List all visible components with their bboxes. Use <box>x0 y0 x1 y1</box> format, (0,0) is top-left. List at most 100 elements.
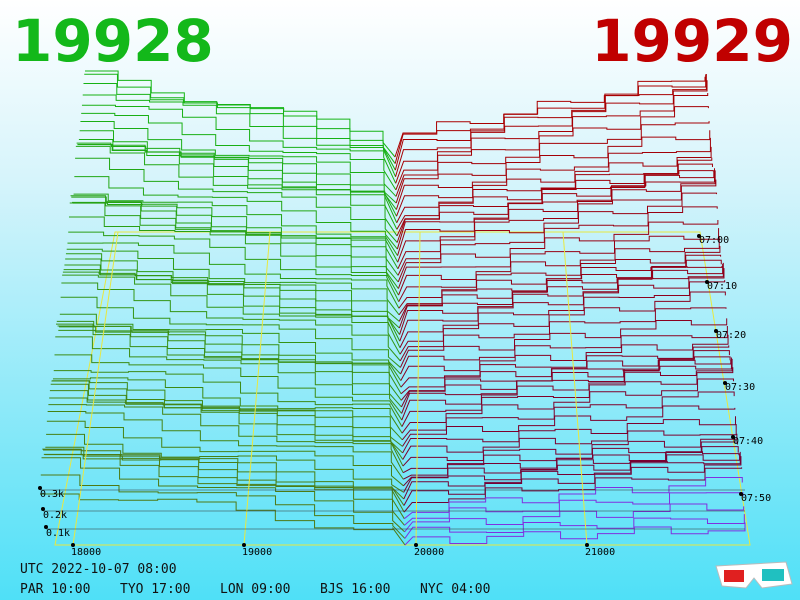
bid-depth-line <box>62 274 401 355</box>
price-label: 18000 <box>71 547 101 558</box>
ask-depth-line <box>400 345 730 388</box>
ask-depth-line <box>400 359 732 408</box>
bid-depth-line <box>53 370 403 427</box>
depth-label: 0.2k <box>43 510 67 521</box>
ask-depth-line <box>397 179 717 263</box>
ask-depth-line <box>404 522 746 546</box>
bid-depth-line <box>72 202 399 263</box>
tick-dot <box>739 492 743 496</box>
bid-depth-line <box>78 139 397 210</box>
bid-depth-line <box>59 313 401 375</box>
bid-price: 19928 <box>12 7 214 75</box>
ask-depth-line <box>399 280 726 348</box>
ask-depth-line <box>401 367 734 427</box>
utc-time: UTC 2022-10-07 08:00 <box>20 562 177 577</box>
ask-depth-line <box>395 92 709 184</box>
price-label: 19000 <box>242 547 272 558</box>
bid-depth-line <box>54 354 403 421</box>
ask-depth-line <box>398 236 720 296</box>
ask-depth-line <box>397 206 718 276</box>
ask-depth-line <box>395 106 709 191</box>
ask-depth-line <box>402 405 736 447</box>
ask-depth-line <box>404 514 745 539</box>
depth-label: 0.3k <box>40 489 64 500</box>
bid-depth-line <box>65 253 400 322</box>
grid-line <box>243 231 271 546</box>
bid-depth-line <box>82 94 396 177</box>
ask-depth-line <box>394 76 706 158</box>
tick-dot <box>723 381 727 385</box>
price-label: 20000 <box>414 547 444 558</box>
ask-depth-line <box>396 170 714 237</box>
time-label: 07:40 <box>733 436 763 447</box>
grid-line <box>72 231 119 546</box>
city-time: NYC 04:00 <box>420 582 490 597</box>
bid-depth-line <box>40 474 406 539</box>
ask-depth-line <box>402 433 738 467</box>
tick-dot <box>41 507 45 511</box>
ask-depth-line <box>394 74 707 171</box>
bid-depth-line <box>43 449 405 519</box>
tick-dot <box>705 280 709 284</box>
time-label: 07:00 <box>699 235 729 246</box>
tick-dot <box>585 543 589 547</box>
bid-depth-line <box>81 104 397 184</box>
ask-depth-line <box>403 451 740 487</box>
ask-depth-line <box>402 416 737 454</box>
bid-depth-line <box>83 82 396 171</box>
bid-depth-line <box>48 404 404 473</box>
ask-depth-line <box>396 146 712 217</box>
city-time: TYO 17:00 <box>120 582 190 597</box>
time-label: 07:50 <box>741 493 771 504</box>
tick-dot <box>731 435 735 439</box>
bid-depth-line <box>68 216 399 296</box>
ask-depth-line <box>401 358 733 421</box>
grid-line <box>562 231 588 546</box>
bid-depth-line <box>46 433 404 493</box>
time-label: 07:20 <box>716 330 746 341</box>
ask-depth-line <box>396 170 715 243</box>
bid-depth-line <box>56 323 402 408</box>
bid-depth-line <box>42 448 405 526</box>
ask-depth-line <box>403 451 741 500</box>
ask-depth-line <box>403 446 739 480</box>
bid-depth-line <box>77 144 398 223</box>
floor <box>54 231 751 546</box>
ask-depth-line <box>395 137 711 210</box>
bid-depth-line <box>40 493 406 546</box>
ask-depth-line <box>399 268 725 342</box>
grid-line <box>415 231 421 546</box>
ask-depth-line <box>394 74 707 164</box>
bid-depth-line <box>55 336 402 414</box>
ask-depth-line <box>399 291 726 355</box>
tick-dot <box>242 543 246 547</box>
bid-depth-line <box>75 145 398 237</box>
ask-depth-line <box>400 325 728 375</box>
tick-dot <box>714 329 718 333</box>
ask-depth-line <box>401 357 732 414</box>
tick-dot <box>71 543 75 547</box>
bid-depth-line <box>51 380 403 447</box>
tick-dot <box>697 234 701 238</box>
bid-depth-line <box>68 231 400 302</box>
city-time: LON 09:00 <box>220 582 290 597</box>
bid-depth-line <box>61 282 401 362</box>
bid-depth-line <box>75 157 398 243</box>
bid-depth-line <box>41 457 406 533</box>
bid-depth-line <box>73 193 398 256</box>
ask-depth-line <box>395 130 711 204</box>
bid-depth-line <box>81 112 397 191</box>
bid-depth-line <box>62 271 401 348</box>
ask-depth-line <box>398 246 721 302</box>
bid-depth-line <box>60 296 401 368</box>
tick-dot <box>44 525 48 529</box>
tick-dot <box>414 543 418 547</box>
ask-depth-line <box>400 334 729 381</box>
ask-depth-line <box>396 168 715 250</box>
bid-depth-line <box>74 176 398 250</box>
ask-depth-line <box>397 220 719 283</box>
ask-price: 19929 <box>591 7 793 75</box>
ask-depth-line <box>397 170 716 256</box>
ask-depth-line <box>397 228 720 289</box>
city-time: BJS 16:00 <box>320 582 390 597</box>
